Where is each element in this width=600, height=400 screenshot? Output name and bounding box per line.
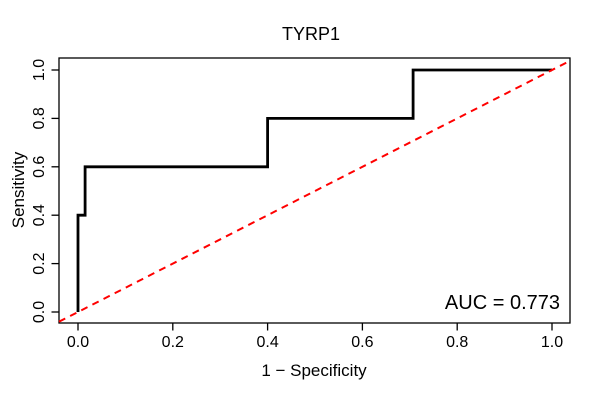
y-tick-label: 0.0 <box>31 301 48 323</box>
x-axis-tick-labels: 0.0 0.2 0.4 0.6 0.8 1.0 <box>67 334 563 351</box>
y-tick-label: 0.2 <box>31 252 48 274</box>
y-tick-label: 0.6 <box>31 156 48 178</box>
auc-annotation: AUC = 0.773 <box>445 292 560 314</box>
x-tick-label: 0.0 <box>67 334 89 351</box>
y-tick-label: 0.4 <box>31 204 48 226</box>
chart-series <box>58 59 572 323</box>
y-tick-label: 1.0 <box>31 59 48 81</box>
x-axis-label: 1 − Specificity <box>261 361 367 380</box>
ROC-curve <box>76 68 552 312</box>
chart-title: TYRP1 <box>282 24 340 44</box>
y-axis-tick-labels: 0.0 0.2 0.4 0.6 0.8 1.0 <box>31 59 48 323</box>
y-axis-ticks <box>51 69 59 313</box>
y-tick-label: 0.8 <box>31 107 48 129</box>
x-tick-label: 0.6 <box>351 334 373 351</box>
x-axis-ticks <box>77 323 553 331</box>
chance-diagonal <box>58 59 572 323</box>
plot-box <box>58 57 571 324</box>
x-tick-label: 1.0 <box>541 334 563 351</box>
x-tick-label: 0.2 <box>162 334 184 351</box>
x-tick-label: 0.4 <box>256 334 278 351</box>
x-tick-label: 0.8 <box>446 334 468 351</box>
y-axis-label: Sensitivity <box>9 151 28 228</box>
